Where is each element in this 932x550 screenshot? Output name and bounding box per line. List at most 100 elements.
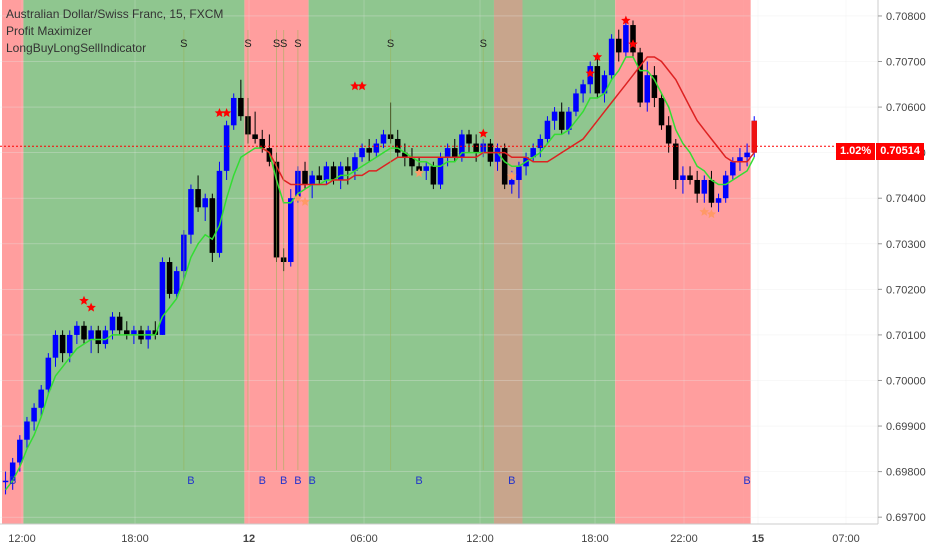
candle-body <box>66 334 73 354</box>
buy-label: B <box>743 475 750 487</box>
candle[interactable] <box>466 129 472 153</box>
buy-star-icon <box>621 15 631 25</box>
candle[interactable] <box>252 111 258 144</box>
candle[interactable] <box>630 20 636 57</box>
candle-body <box>9 462 16 481</box>
buy-label: B <box>187 475 194 487</box>
price-axis[interactable]: 0.708000.707000.706000.705000.704000.703… <box>877 0 932 524</box>
candle[interactable] <box>501 143 508 190</box>
candle[interactable] <box>209 193 216 262</box>
sell-label: S <box>180 38 187 50</box>
candle[interactable] <box>687 166 693 185</box>
candle[interactable] <box>715 193 722 212</box>
candle[interactable] <box>494 143 501 171</box>
candle-body <box>166 262 173 294</box>
candle[interactable] <box>81 321 87 345</box>
candle-body <box>81 325 87 340</box>
candle[interactable] <box>202 193 208 221</box>
candle[interactable] <box>551 107 558 130</box>
candle[interactable] <box>608 34 615 80</box>
candle[interactable] <box>2 471 9 495</box>
candle[interactable] <box>52 330 59 367</box>
candle-body <box>630 25 636 53</box>
candle[interactable] <box>216 161 223 258</box>
time-axis[interactable]: 12:00 18:00 12 06:00 12:00 18:00 22:00 15 07:00 <box>0 523 932 550</box>
candle[interactable] <box>238 79 244 121</box>
candle[interactable] <box>124 321 130 340</box>
x-tick-label: 15 <box>752 533 764 545</box>
candle[interactable] <box>544 116 551 144</box>
candle[interactable] <box>359 143 365 162</box>
candle[interactable] <box>45 353 52 395</box>
candle[interactable] <box>651 66 658 108</box>
candle[interactable] <box>223 120 230 180</box>
candle[interactable] <box>615 29 622 62</box>
candle[interactable] <box>658 93 665 130</box>
candle[interactable] <box>316 166 323 185</box>
candle[interactable] <box>623 20 629 57</box>
candle[interactable] <box>451 138 458 162</box>
candle[interactable] <box>373 138 380 158</box>
candle[interactable] <box>31 403 37 431</box>
candle[interactable] <box>516 161 522 199</box>
candle-body <box>466 134 472 144</box>
candle[interactable] <box>737 148 743 171</box>
candle-body <box>737 157 743 162</box>
candle-body <box>309 175 315 185</box>
signal-zones <box>2 0 751 524</box>
candle[interactable] <box>722 170 729 203</box>
candle[interactable] <box>188 184 194 244</box>
candle[interactable] <box>59 330 66 363</box>
candle[interactable] <box>366 138 372 162</box>
candle[interactable] <box>680 166 686 194</box>
candle-body <box>566 111 572 130</box>
candle-body <box>366 148 372 153</box>
candle[interactable] <box>423 161 429 180</box>
candle[interactable] <box>673 138 679 190</box>
candle-body <box>544 120 551 139</box>
sell-star-icon <box>300 196 310 206</box>
candle-body <box>694 179 700 194</box>
indicator-long-buy-long-sell[interactable]: LongBuyLongSellIndicator <box>6 41 147 55</box>
candle[interactable] <box>437 152 444 190</box>
candle[interactable] <box>159 257 166 335</box>
candle[interactable] <box>195 175 201 212</box>
candle[interactable] <box>701 175 708 203</box>
indicator-profit-maximizer[interactable]: Profit Maximizer <box>6 24 93 38</box>
buy-star-icon <box>221 108 232 117</box>
candle-body <box>380 134 387 144</box>
candle-body <box>102 330 109 345</box>
candle[interactable] <box>38 385 44 417</box>
candle[interactable] <box>9 457 16 490</box>
candle[interactable] <box>166 257 173 299</box>
sell-label: S <box>273 38 280 50</box>
buy-star-icon <box>592 52 603 61</box>
buy-label: B <box>259 475 266 487</box>
candle[interactable] <box>694 170 700 203</box>
candle-body <box>680 175 686 180</box>
symbol-title[interactable]: Australian Dollar/Swiss Franc, 15, FXCM <box>6 7 224 21</box>
candle[interactable] <box>409 148 415 176</box>
candle[interactable] <box>637 47 643 108</box>
candle-body <box>601 75 608 94</box>
candle[interactable] <box>152 321 159 340</box>
candle[interactable] <box>708 170 715 208</box>
candle[interactable] <box>230 93 237 130</box>
candle[interactable] <box>573 88 579 117</box>
candle[interactable] <box>116 312 123 335</box>
candle[interactable] <box>601 70 608 103</box>
candle[interactable] <box>580 79 586 103</box>
candle[interactable] <box>402 143 408 167</box>
zone-short <box>615 0 744 524</box>
candle[interactable] <box>24 416 30 449</box>
candle[interactable] <box>74 321 80 345</box>
candle[interactable] <box>558 102 565 135</box>
candle[interactable] <box>594 56 601 98</box>
candle-body <box>359 148 365 158</box>
candle[interactable] <box>380 129 387 149</box>
candle-body <box>451 148 458 158</box>
candle[interactable] <box>173 266 180 299</box>
candle[interactable] <box>102 325 109 349</box>
candle-body <box>665 125 672 144</box>
